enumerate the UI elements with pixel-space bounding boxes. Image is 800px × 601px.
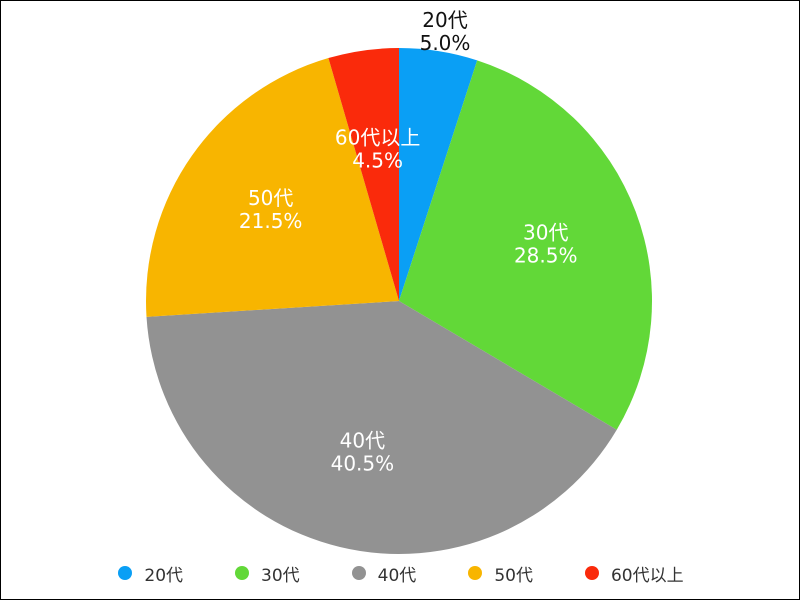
- legend-dot-icon: [235, 566, 250, 580]
- legend-item-3[interactable]: 50代: [468, 561, 533, 586]
- pie-slice-4: [328, 48, 399, 301]
- legend-item-4[interactable]: 60代以上: [584, 561, 684, 586]
- legend-dot-icon: [584, 566, 599, 580]
- legend-dot-icon: [351, 566, 366, 580]
- slice-name-label: 20代: [422, 8, 467, 32]
- legend-dot-icon: [468, 566, 483, 580]
- legend-label: 50代: [494, 565, 533, 586]
- pie-slice-2: [146, 301, 617, 555]
- legend-item-0[interactable]: 20代: [118, 561, 183, 586]
- slice-value-label: 21.5%: [239, 209, 303, 233]
- slice-name-label: 30代: [523, 221, 568, 245]
- legend-label: 60代以上: [610, 565, 684, 586]
- legend-label: 30代: [261, 565, 300, 586]
- legend-label: 40代: [377, 565, 417, 586]
- legend-item-1[interactable]: 30代: [235, 561, 300, 586]
- slice-value-label: 40.5%: [331, 452, 395, 476]
- slice-name-label: 40代: [340, 429, 385, 453]
- chart-legend: 20代 30代 40代 50代 60代以上: [1, 559, 800, 587]
- legend-label: 20代: [144, 565, 184, 586]
- slice-value-label: 28.5%: [514, 244, 578, 268]
- slice-value-label: 4.5%: [352, 149, 403, 173]
- slice-value-label: 5.0%: [420, 31, 471, 55]
- pie-slice-1: [399, 60, 652, 430]
- legend-item-2[interactable]: 40代: [351, 561, 417, 586]
- pie-slice-3: [146, 58, 399, 317]
- slice-name-label: 60代以上: [335, 126, 420, 150]
- legend-dot-icon: [118, 566, 133, 580]
- pie-slice-0: [399, 48, 478, 301]
- slice-name-label: 50代: [248, 186, 293, 210]
